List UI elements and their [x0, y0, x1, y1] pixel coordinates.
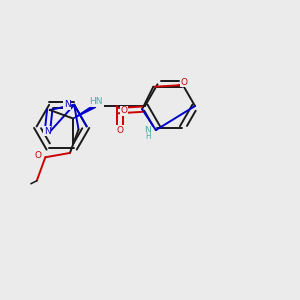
- Text: HN: HN: [90, 97, 103, 106]
- Text: O: O: [35, 151, 42, 160]
- Polygon shape: [73, 105, 96, 118]
- Text: N: N: [64, 100, 70, 109]
- Text: H: H: [145, 132, 151, 141]
- Text: N: N: [144, 126, 151, 135]
- Text: O: O: [120, 106, 127, 115]
- Text: O: O: [180, 78, 187, 87]
- Text: O: O: [116, 126, 123, 135]
- Text: N: N: [44, 127, 50, 136]
